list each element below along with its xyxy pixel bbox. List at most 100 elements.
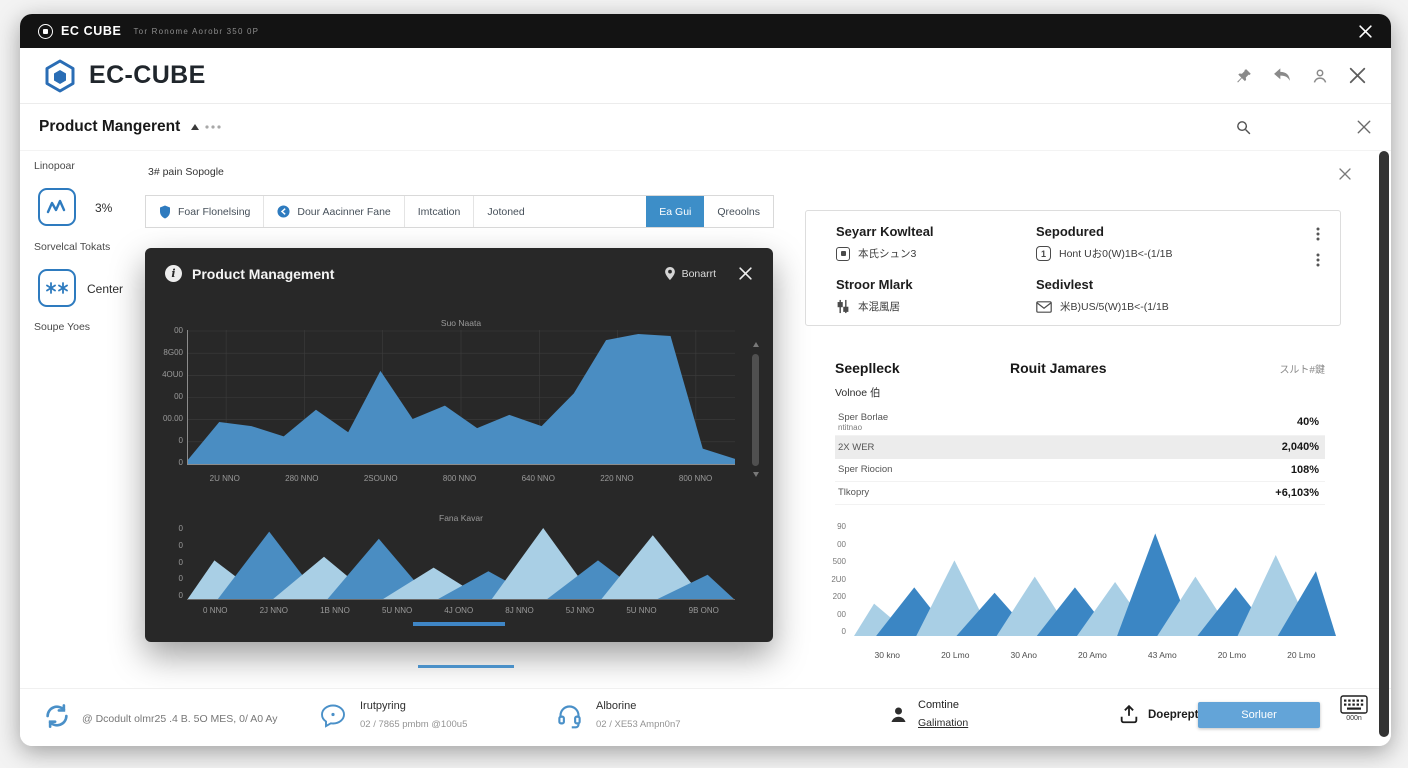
modal-vertical-scrollbar[interactable] bbox=[752, 354, 759, 466]
card-item-seyarr[interactable]: Seyarr Kowlteal 本氏シュン3 bbox=[836, 224, 934, 261]
upload-icon bbox=[1118, 703, 1140, 725]
tick-label: 00 bbox=[174, 392, 183, 401]
table-row: 2X WER 2,040% bbox=[835, 435, 1325, 459]
brand-name: EC-CUBE bbox=[89, 61, 206, 89]
tick-label: 0 bbox=[178, 436, 183, 445]
tick-label: 640 NNO bbox=[521, 474, 555, 483]
tab-dour-aacinner-fane[interactable]: Dour Aacinner Fane bbox=[264, 196, 405, 227]
sidebar-section-label: Linopoar bbox=[34, 160, 75, 172]
support2-subtext: 02 / XE53 Ampn0n7 bbox=[596, 719, 681, 730]
product-management-modal: i Product Management Bonarrt Suo Naata 0… bbox=[145, 248, 773, 642]
tick-label: 2J NNO bbox=[259, 606, 289, 615]
tick-label: 0 bbox=[178, 540, 183, 550]
regional-chart-x-axis: 30 kno 20 Lmo 30 Ano 20 Amo 43 Amo 20 Lmo 20 L… bbox=[854, 650, 1336, 660]
chart2-title: Fana Kavar bbox=[439, 513, 483, 523]
submit-button[interactable]: Sorluer bbox=[1198, 702, 1320, 728]
tick-label: 4J ONO bbox=[444, 606, 474, 615]
upload-label: Doeprept bbox=[1148, 709, 1199, 721]
card-item-sedivlest[interactable]: Sedivlest 米B)US/5(W)1B<-(1/1B bbox=[1036, 277, 1169, 313]
stars-icon bbox=[46, 282, 68, 294]
tick-label: 00.00 bbox=[162, 414, 183, 423]
tab-imtcation[interactable]: Imtcation bbox=[405, 196, 475, 227]
footer: @ Dcodult olmr25 .4 B. 5O MES, 0/ A0 Ay … bbox=[20, 688, 1391, 746]
tick-label: 0 bbox=[178, 557, 183, 567]
page-header: Product Mangerent bbox=[20, 104, 1391, 151]
keyboard-toggle[interactable]: 000n bbox=[1340, 695, 1368, 722]
user-icon[interactable] bbox=[1311, 67, 1329, 85]
modal-horizontal-scrollbar[interactable] bbox=[413, 622, 505, 626]
chart2-peaks-chart bbox=[187, 524, 735, 605]
kebab-menu-icon[interactable] bbox=[1316, 253, 1320, 267]
active-slide-indicator[interactable] bbox=[418, 665, 514, 668]
card-item-sepodured[interactable]: Sepodured 1 Hont Uお0(W)1B<-(1/1B bbox=[1036, 224, 1173, 261]
stats-link[interactable]: スルト#鍵 bbox=[1279, 365, 1325, 376]
chart2-y-axis: 0 0 0 0 0 bbox=[165, 524, 183, 600]
support1-title: Irutpyring bbox=[360, 700, 406, 712]
app-logo-icon bbox=[38, 23, 53, 39]
circle-badge-icon bbox=[277, 205, 290, 218]
tick-label: 43 Amo bbox=[1147, 650, 1177, 660]
regional-peaks-chart bbox=[854, 524, 1336, 641]
modal-title: Product Management bbox=[192, 265, 335, 282]
window-titlebar: EC CUBE Tor Ronome Aorobr 350 0P bbox=[20, 14, 1391, 48]
sidebar-item-center[interactable] bbox=[38, 269, 76, 307]
modal-close-icon[interactable] bbox=[738, 266, 753, 281]
more-dots-icon[interactable] bbox=[205, 125, 221, 129]
filter-label[interactable]: 3# pain Sopogle bbox=[148, 166, 224, 178]
table-row: Tlkopry +6,103% bbox=[835, 482, 1325, 505]
tick-label: 0 bbox=[178, 524, 183, 533]
chart1-area-chart bbox=[187, 330, 735, 470]
card-item-stroor[interactable]: Stroor Mlark 本混風居 bbox=[836, 277, 913, 314]
kebab-menu-icon[interactable] bbox=[1316, 227, 1320, 241]
tick-label: 20 Amo bbox=[1077, 650, 1107, 660]
checkbox-icon bbox=[836, 246, 850, 261]
page-title: Product Mangerent bbox=[39, 118, 181, 135]
chat-icon[interactable] bbox=[320, 703, 346, 728]
tab-ea-gui[interactable]: Ea Gui bbox=[646, 196, 705, 227]
scroll-up-icon[interactable] bbox=[753, 342, 759, 347]
page-scrollbar[interactable] bbox=[1379, 151, 1389, 737]
tick-label: 280 NNO bbox=[285, 474, 319, 483]
tick-label: 00 bbox=[837, 539, 846, 549]
sync-icon[interactable] bbox=[42, 701, 72, 731]
table-row: Sper Riocion 108% bbox=[835, 459, 1325, 482]
window-close-icon[interactable] bbox=[1358, 24, 1373, 39]
user-name: Comtine bbox=[918, 699, 959, 711]
user-link[interactable]: Galimation bbox=[918, 717, 969, 729]
collapse-caret-icon[interactable] bbox=[191, 124, 200, 130]
sidebar-item-stats[interactable] bbox=[38, 188, 76, 226]
tick-label: 800 NNO bbox=[442, 474, 477, 483]
tab-qreoolns[interactable]: Qreoolns bbox=[717, 205, 760, 218]
sliders-icon bbox=[837, 299, 849, 314]
wave-icon bbox=[46, 199, 66, 214]
info-icon: i bbox=[165, 265, 182, 282]
sidebar-stat-caption: Sorvelcal Tokats bbox=[34, 241, 111, 253]
page-close-icon[interactable] bbox=[1356, 119, 1372, 135]
tab-foar-flonelsing[interactable]: Foar Flonelsing bbox=[146, 196, 265, 227]
tab-jotoned[interactable]: Jotoned bbox=[487, 205, 525, 218]
brand-logo-icon bbox=[42, 58, 78, 94]
pin-icon[interactable] bbox=[1235, 67, 1253, 85]
table-row: Sper Borlae ntitnao 40% bbox=[835, 410, 1325, 436]
header-close-icon[interactable] bbox=[1348, 66, 1367, 85]
regional-chart: 90 00 500 2U0 200 00 0 30 kno 20 Lmo 30 Ano 20 Am… bbox=[810, 522, 1346, 674]
tick-label: 20 Lmo bbox=[1217, 650, 1247, 660]
search-icon[interactable] bbox=[1235, 119, 1252, 136]
person-icon bbox=[888, 704, 909, 725]
tick-label: 0 bbox=[841, 627, 846, 636]
tick-label: 0 bbox=[178, 591, 183, 600]
tick-label: 220 NNO bbox=[600, 474, 634, 483]
headset-icon[interactable] bbox=[556, 702, 583, 729]
scroll-down-icon[interactable] bbox=[753, 472, 759, 477]
share-icon[interactable] bbox=[1272, 67, 1292, 84]
tick-label: 30 kno bbox=[874, 650, 901, 660]
copyright-text: @ Dcodult olmr25 .4 B. 5O MES, 0/ A0 Ay bbox=[82, 713, 278, 725]
tick-label: 4OU0 bbox=[162, 370, 183, 379]
shield-icon bbox=[160, 205, 170, 218]
tick-label: 5J NNO bbox=[565, 606, 595, 615]
support1-subtext: 02 / 7865 pmbm @100u5 bbox=[360, 719, 468, 730]
panel-close-icon[interactable] bbox=[1338, 167, 1352, 181]
tick-label: 9B ONO bbox=[688, 606, 719, 615]
tick-label: 00 bbox=[174, 326, 183, 335]
sidebar-center-caption: Soupe Yoes bbox=[34, 321, 91, 333]
